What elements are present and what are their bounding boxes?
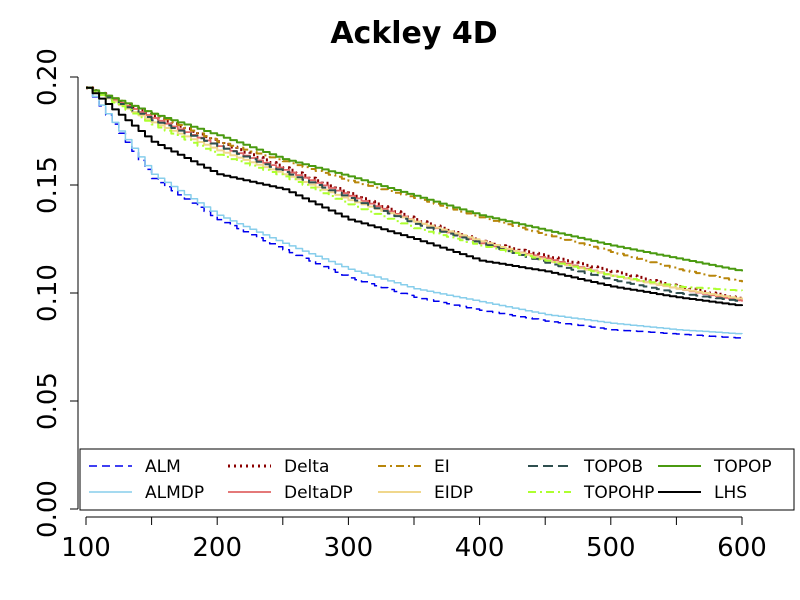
y-tick-label: 0.15: [33, 156, 63, 214]
legend: ALM Delta EI TOPOB TOPOP ALMDP DeltaDP EIDP TOPO…: [79, 448, 795, 511]
y-tick-label: 0.00: [33, 480, 63, 538]
chart-title: Ackley 4D: [330, 16, 497, 51]
y-tick-label: 0.20: [33, 48, 63, 106]
x-tick-label: 500: [586, 533, 636, 563]
series-line-topop: [86, 86, 743, 272]
legend-label-topop: TOPOP: [713, 457, 772, 477]
axes: 0.00 0.05 0.10 0.15 0.20 100 200 300 400 500 600: [33, 48, 767, 563]
legend-label-almdp: ALMDP: [145, 483, 204, 503]
legend-label-topob: TOPOB: [583, 457, 643, 477]
y-tick-label: 0.10: [33, 264, 63, 322]
series-line-alm: [86, 87, 743, 339]
x-tick-label: 200: [192, 533, 242, 563]
x-tick-label: 600: [717, 533, 767, 563]
legend-label-eidp: EIDP: [434, 483, 473, 503]
x-tick-label: 400: [455, 533, 505, 563]
series-line-topohp: [86, 86, 743, 292]
y-tick-label: 0.05: [33, 372, 63, 430]
legend-label-delta: Delta: [284, 457, 329, 477]
x-tick-label: 100: [61, 533, 111, 563]
legend-label-topohp: TOPOHP: [583, 483, 654, 503]
series-line-almdp: [86, 87, 743, 335]
legend-label-lhs: LHS: [714, 483, 747, 503]
legend-label-ei: EI: [434, 457, 450, 477]
plot-lines: [86, 86, 744, 339]
series-line-ei: [86, 86, 743, 283]
series-line-lhs: [86, 86, 743, 307]
legend-label-alm: ALM: [145, 457, 181, 477]
x-tick-label: 300: [324, 533, 374, 563]
legend-box: [79, 448, 795, 511]
legend-label-deltadp: DeltaDP: [284, 483, 353, 503]
series-line-topob: [86, 86, 743, 302]
